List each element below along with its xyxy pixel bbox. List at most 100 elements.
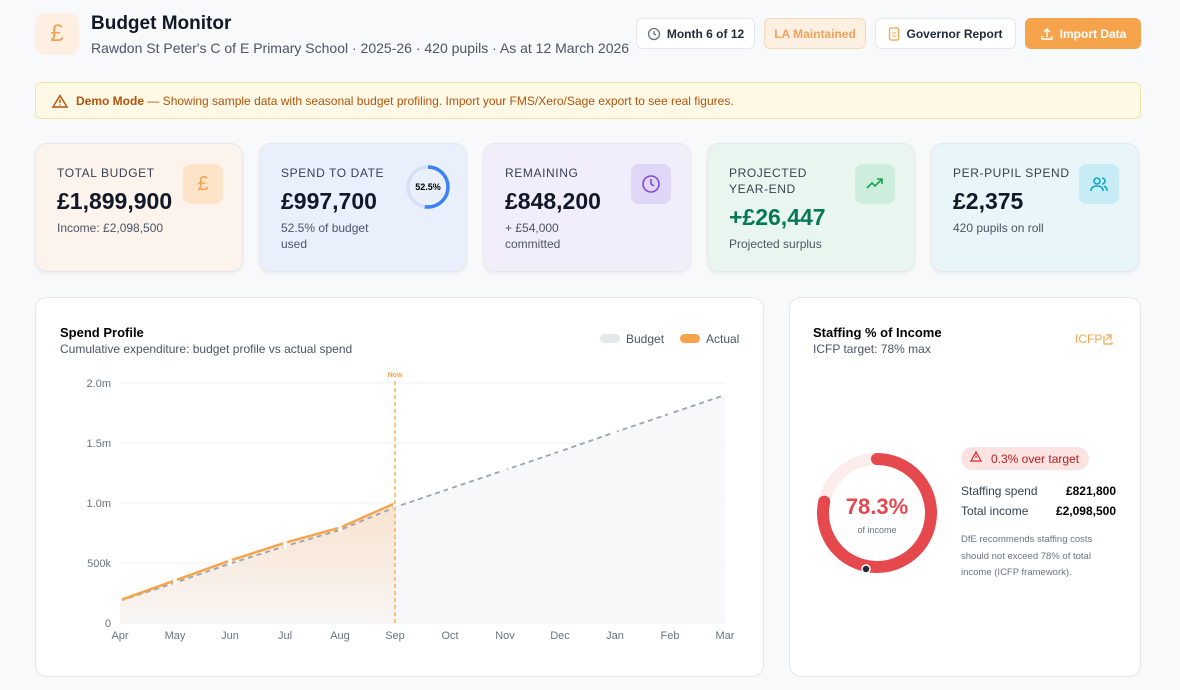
clock-hand [650,179,655,187]
point [227,558,233,563]
point [722,392,728,398]
badge-bg [961,447,1089,470]
trend [866,178,883,189]
kpi-sub: 52.5% of budget used [281,221,369,251]
clock [642,175,660,193]
legend-swatch [600,334,620,343]
kpi-label: TOTAL BUDGET [57,166,155,180]
clock-icon [647,27,660,40]
banner-label: Demo Mode [76,93,145,108]
kpi-value: £1,899,900 [57,188,173,214]
row-value: £2,098,500 [1056,504,1116,518]
kpi-card: TOTAL BUDGET £1,899,900 Income: £2,098,500… [35,143,243,272]
x-tick-label: Jun [221,630,239,642]
kpi-label: PER-PUPIL SPEND [953,166,1070,180]
y-tick-label: 500k [87,558,111,570]
staffing-panel [789,297,1141,677]
icfp-link[interactable]: ICFP [1075,332,1102,346]
icon-glyph [866,178,883,189]
report-button[interactable]: Governor Report [875,18,1016,49]
kpi-sub: Income: £2,098,500 [57,221,164,235]
x-tick-label: Aug [330,630,350,642]
badge-text: 0.3% over target [991,452,1080,466]
point [502,467,508,473]
kpi-card: PROJECTED YEAR-END +£26,447 Projected surp… [707,143,915,272]
warning-icon [52,93,68,108]
point [447,486,453,491]
kpi-icon [631,164,671,204]
kpi-sub: + £54,000 committed [505,221,561,251]
x-tick-label: Jul [278,630,292,642]
x-tick-label: Apr [111,630,128,642]
upload-icon [1040,27,1053,40]
donut-value: 78.3% [846,494,908,519]
external-icon [1103,334,1113,345]
users [1090,177,1108,192]
x-tick-label: Oct [441,630,458,642]
staffing-title: Staffing % of Income [813,325,942,340]
y-tick-label: 1.0m [87,498,111,510]
x-tick-label: Feb [661,630,680,642]
legend-label: Actual [706,332,739,346]
kpi-value: £2,375 [953,188,1024,214]
x-tick-label: Sep [385,630,405,642]
icon-glyph [1090,177,1108,192]
x-tick-label: Mar [716,630,735,642]
banner-text: — Showing sample data with seasonal budg… [144,93,734,108]
button-label: Import Data [1059,26,1127,41]
x-tick-label: Jan [606,630,624,642]
demo-banner: Demo Mode — Showing sample data with sea… [35,82,1141,119]
legend-label: Budget [626,332,665,346]
series-line [119,394,726,602]
y-tick-label: 0 [105,618,111,630]
app-subtitle: Rawdon St Peter's C of E Primary School … [91,40,630,56]
point [282,540,288,546]
month-button[interactable]: Month 6 of 12 [636,18,755,49]
y-tick-label: 1.5m [87,438,111,450]
kpi-label: SPEND TO DATE [281,166,385,180]
point [612,430,618,435]
ring-label: 52.5% [415,182,441,192]
legend-swatch [680,334,700,343]
row-value: £821,800 [1066,484,1116,498]
kpi-icon: £ [183,164,223,204]
donut-caption: of income [857,525,896,535]
kpi-value: +£26,447 [729,204,826,230]
y-tick-label: 2.0m [87,378,111,390]
kpi-card: REMAINING £848,200 + £54,000 committed [483,143,691,272]
chart-title: Spend Profile [60,325,144,340]
kpi-card: PER-PUPIL SPEND £2,375 420 pupils on roll [931,143,1139,272]
x-tick-label: Nov [495,630,515,642]
staffing-note: DfE recommends staffing costs should not… [961,534,1093,578]
now-label: Now [388,372,403,379]
donut-arc [817,453,937,573]
point [557,449,563,454]
button-label: Month 6 of 12 [666,26,745,41]
point [667,411,673,416]
kpi-icon [855,164,895,204]
kpi-value: £848,200 [505,188,601,214]
import-button[interactable]: Import Data [1025,18,1141,49]
badge-icon [969,450,983,462]
kpi-sub: 420 pupils on roll [953,221,1044,235]
icon-glyph [642,175,660,193]
button-label: LA Maintained [774,26,856,41]
ring-arc [406,165,450,209]
kpi-icon [1079,164,1119,204]
user [1093,177,1101,185]
x-tick-label: May [165,630,186,642]
row-label: Staffing spend [961,484,1038,498]
app-title: Budget Monitor [91,13,232,34]
target-dot [861,564,871,574]
kpi-card: SPEND TO DATE £997,700 52.5% of budget use… [259,143,467,272]
la-button[interactable]: LA Maintained [764,18,866,49]
kpi-value: £997,700 [281,188,377,214]
kpi-sub: Projected surplus [729,237,822,251]
progress-ring: 52.5% [406,165,450,209]
point [117,598,123,603]
point [282,544,288,549]
kpi-label: REMAINING [505,166,579,180]
point [337,525,343,530]
